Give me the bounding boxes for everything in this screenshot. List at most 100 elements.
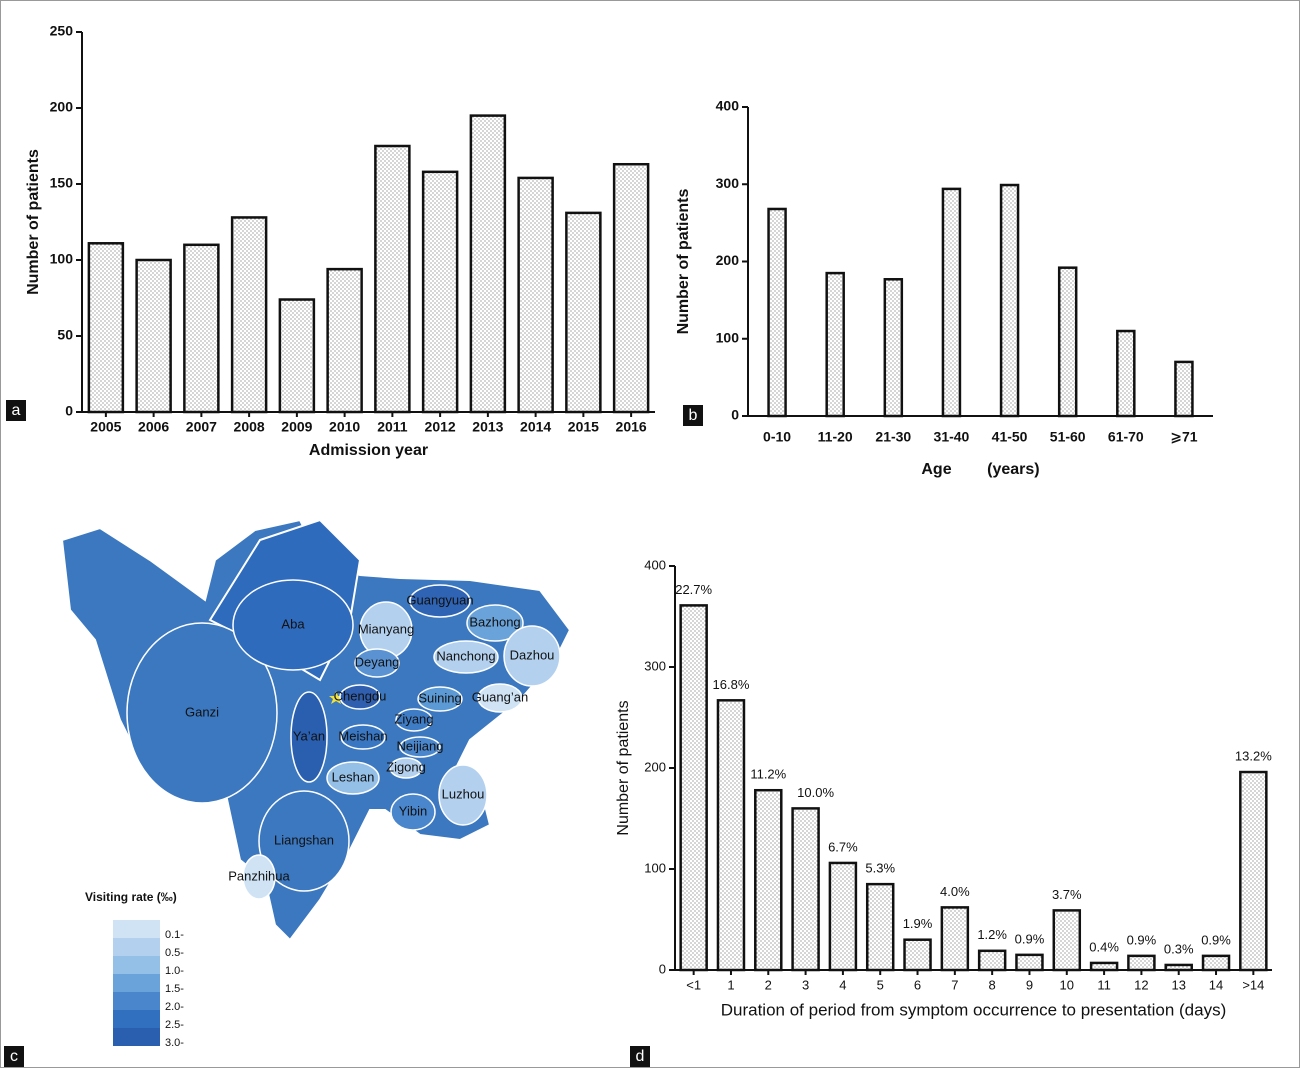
y-tick-label: 0: [659, 961, 666, 976]
region: [409, 584, 471, 618]
x-tick-label: 11: [1097, 977, 1111, 992]
bar: [1164, 963, 1193, 972]
bar-label: 3.7%: [1052, 887, 1082, 902]
x-tick-label: 8: [989, 977, 996, 992]
region-label: Guangyuan: [406, 592, 473, 607]
x-tick-label: 2008: [234, 419, 265, 435]
x-axis-label: Duration of period from symptom occurren…: [721, 1000, 1227, 1019]
bar: [716, 699, 746, 972]
y-axis-label: Number of patients: [615, 700, 632, 835]
x-tick-label: 12: [1134, 977, 1148, 992]
x-tick-label: ⩾71: [1170, 429, 1198, 445]
region-label: Leshan: [332, 769, 375, 784]
legend-label: 2.5-: [165, 1019, 184, 1031]
x-tick-label: 7: [951, 977, 958, 992]
panel-label-box: [683, 405, 703, 426]
region: [290, 691, 328, 783]
x-tick-label: 6: [914, 977, 921, 992]
bar: [1052, 909, 1082, 972]
region-label: Nanchong: [436, 648, 495, 663]
bar-label: 0.3%: [1164, 941, 1194, 956]
x-tick-label: 10: [1060, 977, 1074, 992]
x-tick-label: 51-60: [1050, 429, 1086, 445]
legend-label: 1.5-: [165, 983, 184, 995]
x-tick-label: 61-70: [1108, 429, 1144, 445]
panel-label: c: [10, 1048, 18, 1065]
legend-swatch: [113, 1010, 160, 1028]
region: [389, 757, 423, 779]
bar: [977, 949, 1007, 972]
bar-label: 6.7%: [828, 839, 858, 854]
map-regions: [126, 579, 561, 900]
region: [126, 622, 278, 804]
region-label: Ganzi: [185, 704, 219, 719]
x-tick-label: 2007: [186, 419, 217, 435]
x-tick-label: 11-20: [818, 429, 853, 445]
bar: [767, 207, 787, 418]
legend-swatch: [113, 938, 160, 956]
bar-label: 1.2%: [977, 927, 1007, 942]
bar-label: 22.7%: [675, 582, 712, 597]
panel-label-box: [630, 1046, 650, 1067]
y-tick-label: 50: [57, 327, 73, 343]
bar-label: 10.0%: [797, 785, 834, 800]
region: [438, 764, 488, 826]
x-tick-label: 21-30: [875, 429, 911, 445]
bar: [1201, 954, 1231, 972]
bar-label: 0.9%: [1015, 931, 1045, 946]
x-tick-label: 13: [1171, 977, 1185, 992]
region-label: Panzhihua: [228, 868, 290, 883]
bar: [612, 162, 650, 414]
bar: [326, 267, 363, 414]
region: [354, 648, 400, 678]
bar: [230, 216, 268, 414]
x-tick-label: 2010: [329, 419, 360, 435]
region-label: Aba: [281, 616, 305, 631]
bar-label: 11.2%: [750, 767, 786, 782]
bar: [1057, 266, 1078, 418]
bar: [135, 258, 172, 414]
region: [340, 724, 386, 750]
bar-label: 1.9%: [903, 916, 933, 931]
y-tick-label: 100: [716, 329, 740, 345]
region: [390, 793, 436, 831]
legend-label: 3.0-: [165, 1037, 184, 1049]
x-tick-label: 1: [727, 977, 734, 992]
legend-label: 0.5-: [165, 947, 184, 959]
x-tick-label: >14: [1242, 977, 1264, 992]
bar: [1127, 954, 1156, 972]
panel-label-box: [4, 1046, 24, 1067]
y-tick-label: 300: [716, 175, 740, 191]
region-label: Deyang: [355, 654, 400, 669]
x-tick-label: 41-50: [992, 429, 1028, 445]
region-label: Dazhou: [510, 647, 555, 662]
bar: [828, 861, 858, 972]
bar: [941, 187, 962, 418]
x-tick-label: 2005: [90, 419, 121, 435]
bar-label: 16.8%: [713, 677, 750, 692]
x-tick-label: 2016: [616, 419, 647, 435]
region: [258, 790, 350, 892]
region: [466, 604, 524, 642]
bar: [183, 243, 220, 414]
region-label: Mianyang: [358, 621, 414, 636]
region-label: Luzhou: [442, 786, 485, 801]
x-tick-label: 2: [765, 977, 772, 992]
region-label: Neijiang: [397, 738, 444, 753]
y-tick-label: 200: [50, 99, 74, 115]
bar: [883, 278, 904, 418]
y-axis-label: Number of patients: [25, 149, 42, 295]
region-label: Zigong: [386, 759, 426, 774]
bar: [1089, 961, 1119, 972]
legend-swatch: [113, 974, 160, 992]
y-tick-label: 100: [50, 251, 74, 267]
region: [433, 640, 499, 674]
x-tick-label: 3: [802, 977, 809, 992]
bar-label: 0.9%: [1201, 932, 1231, 947]
region: [339, 684, 381, 710]
bar-label: 0.4%: [1089, 939, 1119, 954]
y-tick-label: 300: [644, 658, 666, 673]
legend-swatch: [113, 992, 160, 1010]
